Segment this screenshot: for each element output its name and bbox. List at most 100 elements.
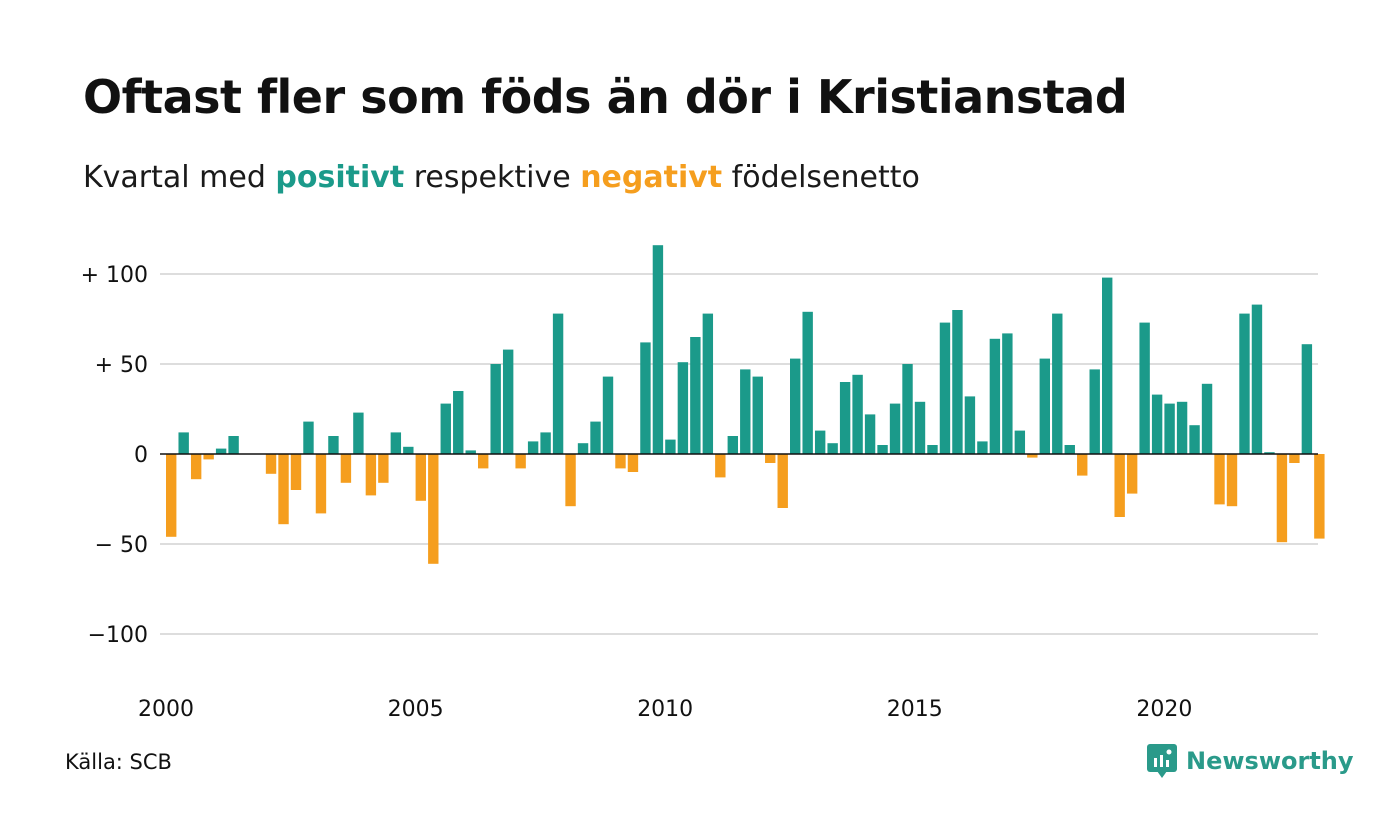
bar — [827, 443, 838, 454]
bar — [652, 245, 664, 454]
chart-title: Oftast fler som föds än dör i Kristianst… — [83, 70, 1128, 124]
subtitle-suffix: födelsenetto — [722, 160, 920, 195]
bar — [952, 310, 963, 454]
bar — [964, 396, 976, 454]
bar — [515, 454, 526, 469]
bar — [303, 421, 314, 454]
bar — [864, 414, 876, 454]
bar — [365, 454, 377, 496]
bar — [290, 454, 302, 490]
subtitle-positive: positivt — [275, 160, 405, 195]
bar — [877, 445, 888, 454]
x-tick-label: 2020 — [1136, 697, 1192, 722]
y-tick-label: + 50 — [95, 353, 148, 378]
bar — [527, 441, 539, 454]
bar — [1102, 277, 1113, 454]
bar — [852, 374, 863, 454]
bar — [1201, 383, 1213, 454]
bar — [1239, 313, 1250, 454]
bar — [502, 349, 514, 454]
bar — [1301, 344, 1313, 454]
bar — [814, 430, 826, 454]
bar — [1114, 454, 1125, 517]
bar — [403, 446, 414, 454]
bar — [440, 403, 451, 454]
bar — [1164, 403, 1175, 454]
bar — [1014, 430, 1026, 454]
bar — [939, 322, 951, 454]
y-tick-label: + 100 — [81, 263, 148, 288]
bar — [1089, 369, 1100, 454]
bar — [602, 376, 614, 454]
bar — [777, 454, 788, 508]
bar — [914, 401, 926, 454]
bar — [478, 454, 489, 469]
x-tick-label: 2010 — [637, 697, 693, 722]
bar — [1289, 454, 1300, 463]
x-tick-label: 2005 — [388, 697, 444, 722]
bar — [353, 412, 364, 454]
bar — [1139, 322, 1150, 454]
bar — [715, 454, 726, 478]
bar — [902, 364, 913, 454]
subtitle-prefix: Kvartal med — [83, 160, 276, 195]
bar — [690, 337, 701, 454]
y-tick-label: − 50 — [95, 533, 148, 558]
brand-name: Newsworthy — [1186, 747, 1354, 775]
bar — [627, 454, 639, 472]
bar — [390, 432, 402, 454]
bar — [315, 454, 327, 514]
bar — [453, 391, 464, 454]
bar — [927, 445, 938, 454]
bar — [428, 454, 439, 564]
chart-subtitle: Kvartal med positivt respektive negativt… — [83, 160, 920, 195]
bar — [1314, 454, 1325, 539]
x-tick-label: 2000 — [138, 697, 194, 722]
bar — [765, 454, 776, 463]
bar — [215, 448, 227, 454]
bar — [989, 338, 1001, 454]
bar — [702, 313, 714, 454]
bar — [415, 454, 426, 501]
subtitle-negative: negativt — [580, 160, 723, 195]
bar — [540, 432, 551, 454]
bar — [752, 376, 763, 454]
bar — [203, 454, 214, 460]
bar — [889, 403, 901, 454]
newsworthy-logo-icon — [1147, 744, 1177, 778]
bar — [727, 436, 738, 454]
bar — [1126, 454, 1138, 494]
bar — [802, 311, 813, 454]
y-tick-label: −100 — [88, 623, 148, 648]
bar — [1251, 304, 1263, 454]
bar — [178, 432, 189, 454]
bar — [740, 369, 751, 454]
bar — [839, 382, 851, 454]
bar — [265, 454, 277, 474]
bar — [278, 454, 289, 525]
bar — [1264, 452, 1275, 454]
bar — [577, 443, 589, 454]
brand-logo: Newsworthy — [1147, 744, 1354, 778]
bar — [190, 454, 202, 480]
bar — [1052, 313, 1063, 454]
bar — [1064, 445, 1075, 454]
bar — [565, 454, 576, 507]
bar — [1151, 394, 1163, 454]
bar — [1226, 454, 1238, 507]
bar — [1077, 454, 1088, 476]
bar — [378, 454, 389, 483]
bar — [328, 436, 339, 454]
bar — [665, 439, 676, 454]
bar — [977, 441, 988, 454]
bar — [790, 358, 801, 454]
bar — [590, 421, 601, 454]
bar — [166, 454, 177, 537]
bar — [340, 454, 352, 483]
bar — [465, 450, 476, 454]
bar — [1189, 425, 1200, 454]
bar — [490, 364, 501, 454]
bar — [552, 313, 564, 454]
bar — [228, 436, 239, 454]
